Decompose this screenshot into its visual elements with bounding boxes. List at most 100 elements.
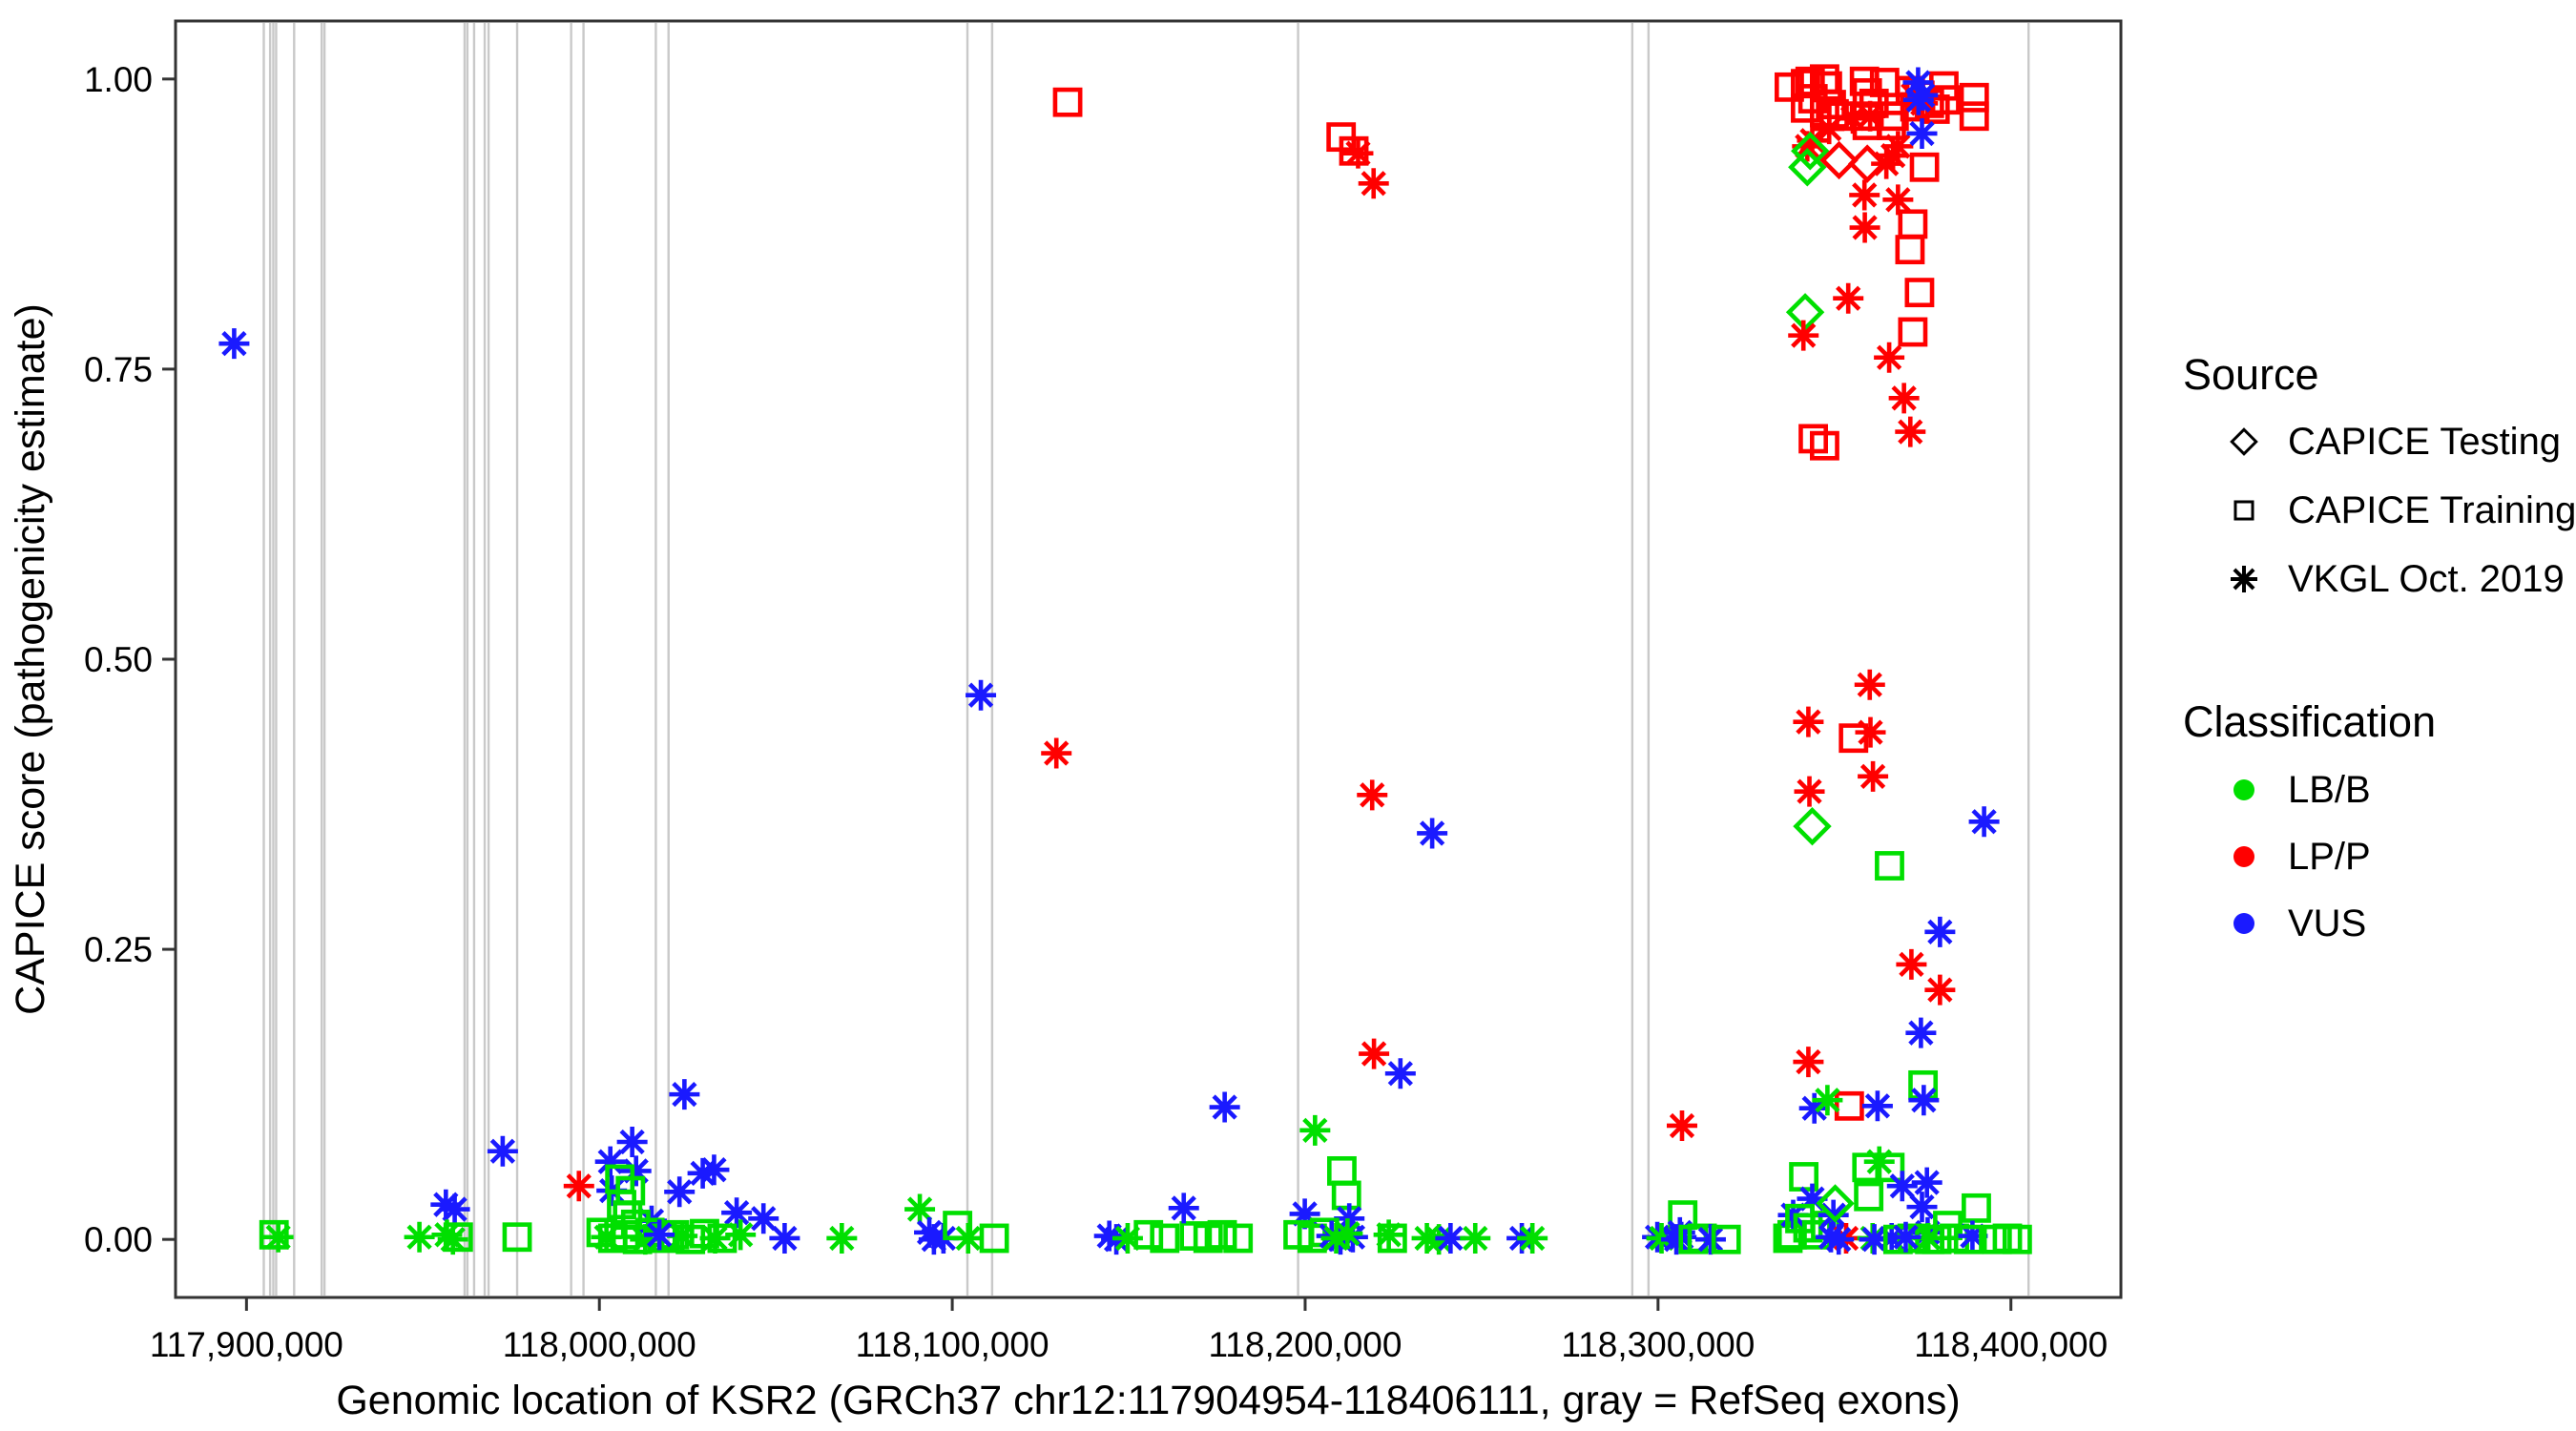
point-square bbox=[1207, 1219, 1237, 1250]
point-asterisk bbox=[1814, 114, 1845, 145]
point-asterisk bbox=[1435, 1222, 1466, 1254]
point-square bbox=[1052, 87, 1083, 117]
point-asterisk bbox=[1858, 760, 1889, 792]
point-square bbox=[1898, 209, 1928, 239]
point-asterisk bbox=[1666, 1110, 1697, 1141]
point-asterisk bbox=[748, 1203, 779, 1234]
y-tick-label: 1.00 bbox=[84, 60, 153, 99]
point-asterisk bbox=[1793, 706, 1824, 737]
point-asterisk bbox=[1794, 776, 1825, 807]
point-diamond bbox=[1793, 806, 1832, 846]
point-asterisk bbox=[687, 1157, 718, 1189]
point-asterisk bbox=[1896, 948, 1927, 980]
point-diamond bbox=[1847, 144, 1887, 183]
point-square bbox=[1898, 317, 1928, 347]
point-asterisk bbox=[1911, 1167, 1942, 1198]
point-asterisk bbox=[952, 1222, 984, 1254]
point-asterisk bbox=[904, 1193, 936, 1225]
point-asterisk bbox=[2231, 566, 2257, 592]
point-asterisk bbox=[1833, 282, 1864, 314]
point-square bbox=[259, 1219, 289, 1250]
y-tick-label: 0.75 bbox=[84, 350, 153, 389]
point-asterisk bbox=[1373, 1219, 1404, 1251]
point-asterisk bbox=[698, 1154, 730, 1186]
point-asterisk bbox=[1849, 179, 1880, 211]
point-asterisk bbox=[1384, 1058, 1416, 1089]
point-asterisk bbox=[699, 1222, 731, 1254]
point-asterisk bbox=[1320, 1222, 1352, 1254]
point-asterisk bbox=[1661, 1224, 1693, 1255]
point-asterisk bbox=[1797, 1183, 1828, 1214]
point-square bbox=[1810, 430, 1839, 461]
point-asterisk bbox=[437, 1224, 468, 1255]
point-square bbox=[1133, 1219, 1164, 1250]
point-square bbox=[1959, 101, 1989, 132]
y-tick-label: 0.00 bbox=[84, 1220, 153, 1259]
point-asterisk bbox=[769, 1222, 800, 1254]
point-square bbox=[1339, 135, 1369, 166]
point-square bbox=[1711, 1224, 1741, 1255]
point-square bbox=[1331, 1180, 1361, 1211]
point-asterisk bbox=[1417, 818, 1448, 849]
point-asterisk bbox=[644, 1219, 675, 1251]
x-tick-label: 118,100,000 bbox=[856, 1325, 1049, 1364]
point-asterisk bbox=[1777, 1199, 1809, 1231]
legend-classification-dot bbox=[2233, 779, 2254, 800]
point-asterisk bbox=[594, 1146, 626, 1177]
point-asterisk bbox=[1968, 806, 2000, 838]
legend-classification-item-label: LB/B bbox=[2288, 769, 2371, 811]
point-asterisk bbox=[404, 1221, 435, 1253]
point-asterisk bbox=[1209, 1091, 1240, 1123]
point-asterisk bbox=[620, 1155, 652, 1187]
point-asterisk bbox=[1299, 1114, 1331, 1146]
legend-source-item-label: VKGL Oct. 2019 bbox=[2288, 558, 2565, 600]
point-asterisk bbox=[1792, 131, 1823, 162]
point-asterisk bbox=[1849, 212, 1880, 243]
point-asterisk bbox=[1906, 117, 1938, 149]
point-square bbox=[2002, 1224, 2032, 1255]
point-square bbox=[979, 1223, 1009, 1254]
point-square bbox=[1953, 1224, 1984, 1255]
x-tick-label: 118,300,000 bbox=[1561, 1325, 1755, 1364]
point-asterisk bbox=[664, 1176, 696, 1208]
point-square bbox=[1909, 152, 1940, 182]
point-asterisk bbox=[439, 1193, 470, 1225]
point-asterisk bbox=[430, 1189, 462, 1220]
point-square bbox=[1895, 235, 1925, 265]
point-square bbox=[1992, 1223, 2023, 1254]
point-asterisk bbox=[1859, 1224, 1890, 1255]
point-asterisk bbox=[1041, 737, 1072, 769]
point-asterisk bbox=[563, 1171, 594, 1202]
point-asterisk bbox=[1793, 1047, 1824, 1078]
point-asterisk bbox=[1924, 974, 1956, 1006]
point-square bbox=[1377, 1223, 1407, 1254]
y-tick-label: 0.25 bbox=[84, 930, 153, 969]
point-asterisk bbox=[1168, 1192, 1199, 1224]
point-asterisk bbox=[1913, 1222, 1944, 1254]
point-asterisk bbox=[721, 1197, 753, 1229]
point-asterisk bbox=[1902, 84, 1934, 115]
point-diamond bbox=[1819, 140, 1859, 180]
legend-source-title: Source bbox=[2183, 350, 2319, 399]
point-asterisk bbox=[1357, 779, 1388, 811]
point-square bbox=[1875, 851, 1904, 881]
legend-source-item-label: CAPICE Testing bbox=[2288, 421, 2561, 463]
legend-classification-dot bbox=[2233, 846, 2254, 867]
point-asterisk bbox=[1924, 916, 1956, 947]
point-asterisk bbox=[1358, 168, 1389, 199]
legend-classification-dot bbox=[2233, 913, 2254, 934]
point-asterisk bbox=[1888, 383, 1920, 414]
point-square bbox=[1904, 278, 1935, 308]
point-asterisk bbox=[1838, 103, 1869, 135]
point-asterisk bbox=[669, 1079, 700, 1110]
point-asterisk bbox=[591, 1221, 622, 1253]
point-diamond bbox=[1791, 132, 1830, 171]
legend-source-item-label: CAPICE Training bbox=[2288, 489, 2576, 531]
point-square bbox=[2233, 500, 2254, 521]
point-asterisk bbox=[1517, 1222, 1548, 1254]
point-asterisk bbox=[1111, 1222, 1143, 1254]
point-diamond bbox=[1788, 148, 1827, 187]
point-asterisk bbox=[487, 1135, 518, 1167]
point-square bbox=[443, 1222, 473, 1253]
